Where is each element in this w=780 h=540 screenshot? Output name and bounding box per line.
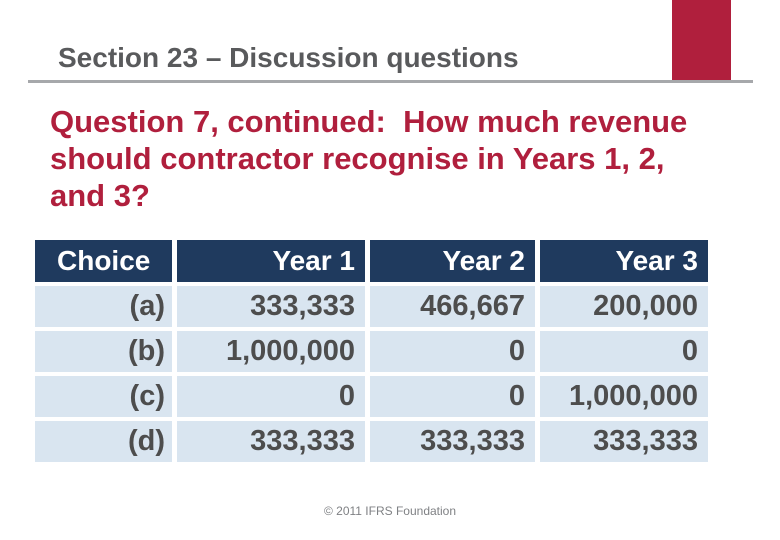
- cell-c-year2: 0: [370, 376, 540, 421]
- choice-label-c: (c): [35, 376, 177, 421]
- red-accent-block: [672, 0, 731, 80]
- cell-b-year2: 0: [370, 331, 540, 376]
- header-rule: [28, 80, 753, 83]
- column-header-year3: Year 3: [540, 240, 708, 286]
- question-text: Question 7, continued: How much revenue …: [50, 103, 760, 214]
- column-header-choice: Choice: [35, 240, 177, 286]
- cell-c-year3: 1,000,000: [540, 376, 708, 421]
- cell-d-year3: 333,333: [540, 421, 708, 466]
- table-row-b: (b) 1,000,000 0 0: [35, 331, 708, 376]
- table-row-d: (d) 333,333 333,333 333,333: [35, 421, 708, 466]
- choice-label-a: (a): [35, 286, 177, 331]
- cell-a-year3: 200,000: [540, 286, 708, 331]
- cell-a-year2: 466,667: [370, 286, 540, 331]
- table-row-a: (a) 333,333 466,667 200,000: [35, 286, 708, 331]
- slide-title: Section 23 – Discussion questions: [58, 42, 519, 73]
- column-header-year1: Year 1: [177, 240, 370, 286]
- table-header-row: Choice Year 1 Year 2 Year 3: [35, 240, 708, 286]
- question-line-2: should contractor recognise in Years 1, …: [50, 141, 665, 176]
- cell-a-year1: 333,333: [177, 286, 370, 331]
- choice-label-d: (d): [35, 421, 177, 466]
- cell-d-year1: 333,333: [177, 421, 370, 466]
- choice-label-b: (b): [35, 331, 177, 376]
- cell-b-year1: 1,000,000: [177, 331, 370, 376]
- question-line-3: and 3?: [50, 178, 150, 213]
- footer-copyright: © 2011 IFRS Foundation: [323, 504, 457, 518]
- question-line-1: Question 7, continued: How much revenue: [50, 104, 688, 139]
- cell-d-year2: 333,333: [370, 421, 540, 466]
- cell-b-year3: 0: [540, 331, 708, 376]
- table-row-c: (c) 0 0 1,000,000: [35, 376, 708, 421]
- answer-table: Choice Year 1 Year 2 Year 3 (a) 333,333 …: [35, 240, 708, 466]
- cell-c-year1: 0: [177, 376, 370, 421]
- column-header-year2: Year 2: [370, 240, 540, 286]
